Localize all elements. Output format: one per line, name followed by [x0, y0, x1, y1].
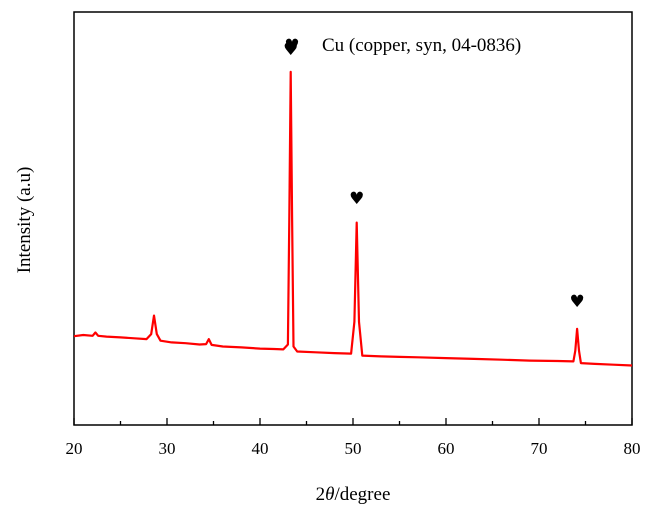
x-axis-tick-labels: 20 30 40 50 60 70 80: [66, 439, 641, 458]
peak-marker-icon: ♥: [349, 189, 364, 209]
y-axis-title: Intensity (a.u): [14, 167, 35, 274]
peak-marker-icon: ♥: [570, 292, 585, 312]
series-line: [73, 70, 633, 367]
x-tick-label: 80: [624, 439, 641, 458]
peak-marker-icon: ♥: [283, 40, 298, 60]
x-tick-label: 20: [66, 439, 83, 458]
x-tick-label: 40: [252, 439, 269, 458]
x-axis-title: 2θ/degree: [316, 484, 391, 505]
legend-marker-icon: ♥: [284, 36, 299, 56]
x-tick-label: 70: [531, 439, 548, 458]
x-tick-label: 30: [159, 439, 176, 458]
x-axis-ticks: [73, 418, 633, 425]
legend-label: Cu (copper, syn, 04-0836): [322, 35, 521, 56]
x-tick-label: 50: [345, 439, 362, 458]
peak-markers: ♥ ♥ ♥: [283, 40, 585, 312]
plot-frame: [73, 11, 633, 426]
x-tick-label: 60: [438, 439, 455, 458]
